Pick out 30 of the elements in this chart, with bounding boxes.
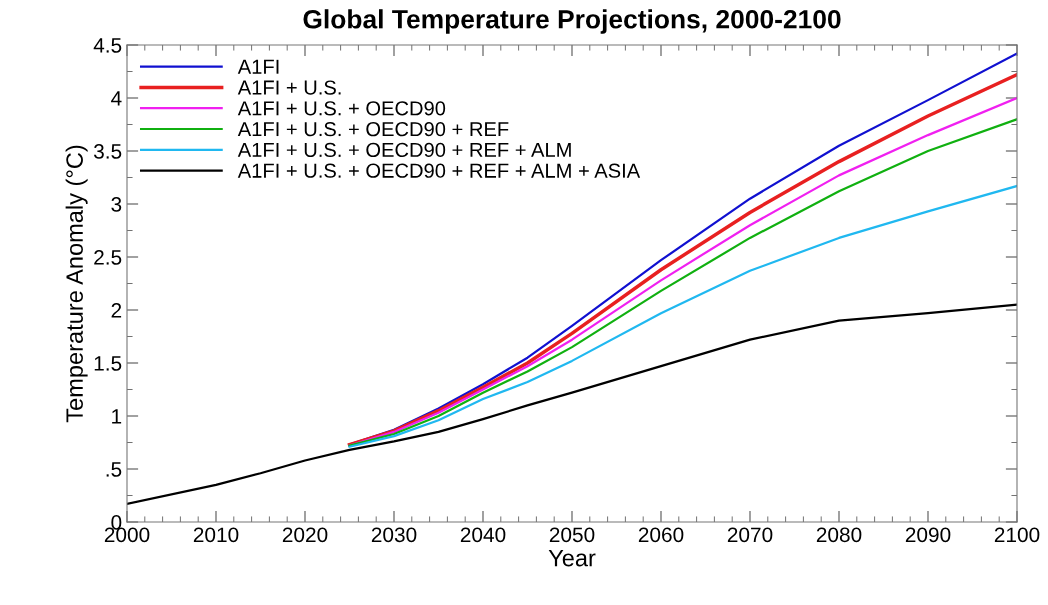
x-tick-label: 2060 [638, 527, 684, 543]
legend-label: A1FI [237, 59, 279, 74]
y-tick-label: 2 [111, 303, 122, 318]
legend-label: A1FI + U.S. + OECD90 + REF + ALM [237, 142, 571, 158]
x-tick-label: 2050 [549, 527, 595, 543]
y-tick-label: 2.5 [94, 250, 122, 265]
y-tick-label: .5 [106, 462, 122, 477]
x-tick-label: 2070 [727, 527, 773, 543]
x-tick-label: 2040 [460, 527, 506, 543]
y-tick-label: 3.5 [93, 144, 122, 159]
y-tick-label: 4.5 [93, 38, 122, 53]
legend-label: A1FI + U.S. + OECD90 + REF + ALM + ASIA [237, 163, 641, 178]
legend-label: A1FI + U.S. + OECD90 [237, 101, 446, 116]
x-axis-title: Year [548, 549, 596, 567]
x-tick-label: 2030 [371, 527, 417, 543]
legend-label: A1FI + U.S. + OECD90 + REF [237, 121, 509, 137]
y-tick-label: 1.5 [94, 356, 122, 371]
y-tick-label: 3 [111, 197, 122, 212]
legend-label: A1FI + U.S. [237, 80, 341, 95]
y-axis-title: Temperature Anomaly (°C) [65, 145, 88, 423]
x-tick-label: 2010 [193, 527, 239, 543]
chart-title: Global Temperature Projections, 2000-2100 [303, 9, 841, 34]
x-tick-label: 2090 [905, 527, 951, 543]
y-tick-label: 1 [112, 409, 122, 424]
x-tick-label: 2080 [816, 527, 862, 543]
line-series [348, 184, 1017, 448]
y-tick-label: 4 [111, 91, 122, 106]
line-series [127, 303, 1017, 506]
x-tick-label: 2020 [282, 527, 328, 543]
x-tick-label: 2100 [994, 527, 1040, 543]
